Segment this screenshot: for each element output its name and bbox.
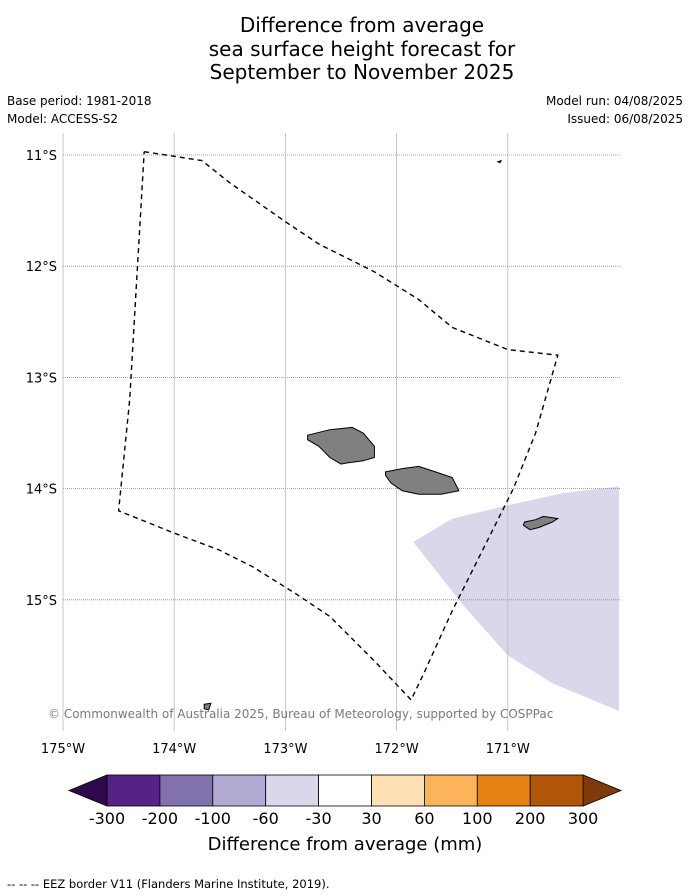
chart-title: Difference from average sea surface heig… [0, 13, 690, 85]
eez-border [117, 151, 559, 702]
colorbar-tick-label: -60 [253, 809, 279, 828]
colorbar-tick-label: 200 [515, 809, 546, 828]
axis-labels: 11°S 12°S 13°S 14°S 15°S 175°W 174°W 173°W 172°W… [26, 149, 530, 757]
lon-tick-label: 172°W [375, 742, 419, 757]
colorbar-tick-label: -30 [306, 809, 332, 828]
issued-text: Issued: 06/08/2025 [567, 112, 683, 126]
model-text: Model: ACCESS-S2 [7, 112, 119, 126]
colorbar-extend-low [67, 774, 108, 807]
island-niuafo-ou [203, 702, 212, 711]
lat-tick-label: 12°S [26, 260, 57, 275]
colorbar-segment [423, 774, 478, 807]
colorbar-segment [371, 774, 425, 807]
colorbar-tick-label: -300 [89, 809, 125, 828]
island-swains-island [496, 159, 503, 164]
colorbar: -300 -200 -100 -60 -30 30 60 100 200 300 [67, 774, 623, 828]
colorbar-segment [106, 774, 161, 807]
colorbar-segment [318, 774, 372, 807]
lat-tick-label: 13°S [26, 371, 57, 386]
anomaly-layer [413, 486, 619, 711]
colorbar-tick-label: -200 [142, 809, 178, 828]
colorbar-tick-label: -100 [195, 809, 231, 828]
colorbar-segment [265, 774, 320, 807]
model-run-text: Model run: 04/08/2025 [545, 94, 683, 108]
lon-tick-label: 173°W [263, 742, 307, 757]
lon-tick-label: 175°W [41, 742, 85, 757]
colorbar-segment [529, 774, 584, 807]
lat-tick-label: 14°S [26, 483, 57, 498]
colorbar-label: Difference from average (mm) [208, 834, 483, 855]
island-tutuila [522, 515, 560, 531]
colorbar-tick-label: 300 [568, 809, 599, 828]
colorbar-segment [476, 774, 531, 807]
colorbar-tick-label: 30 [361, 809, 381, 828]
copyright-text: © Commonwealth of Australia 2025, Bureau… [48, 707, 553, 721]
lon-tick-label: 174°W [152, 742, 196, 757]
colorbar-tick-label: 60 [414, 809, 434, 828]
island-layer [203, 159, 560, 711]
anomaly-area [413, 486, 619, 711]
island-upolu [385, 465, 460, 495]
colorbar-tick-label: 100 [462, 809, 493, 828]
lat-tick-label: 11°S [26, 149, 57, 164]
title-line-1: Difference from average [239, 13, 485, 37]
title-line-2: sea surface height forecast for [208, 36, 516, 61]
graticule [62, 133, 620, 731]
eez-layer [117, 151, 559, 702]
lon-tick-label: 171°W [486, 742, 530, 757]
lat-tick-label: 15°S [26, 594, 57, 609]
eez-legend-note: -- -- -- EEZ border V11 (Flanders Marine… [7, 877, 330, 891]
colorbar-extend-high [582, 774, 623, 807]
colorbar-segment [212, 774, 267, 807]
title-line-3: September to November 2025 [209, 60, 515, 84]
island-savai-i [307, 426, 375, 465]
base-period-text: Base period: 1981-2018 [7, 94, 152, 108]
colorbar-segment [159, 774, 214, 807]
